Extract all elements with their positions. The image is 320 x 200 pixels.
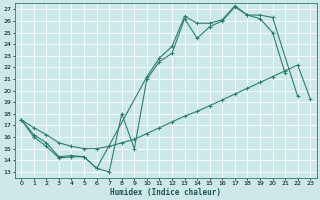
X-axis label: Humidex (Indice chaleur): Humidex (Indice chaleur) (110, 188, 221, 197)
